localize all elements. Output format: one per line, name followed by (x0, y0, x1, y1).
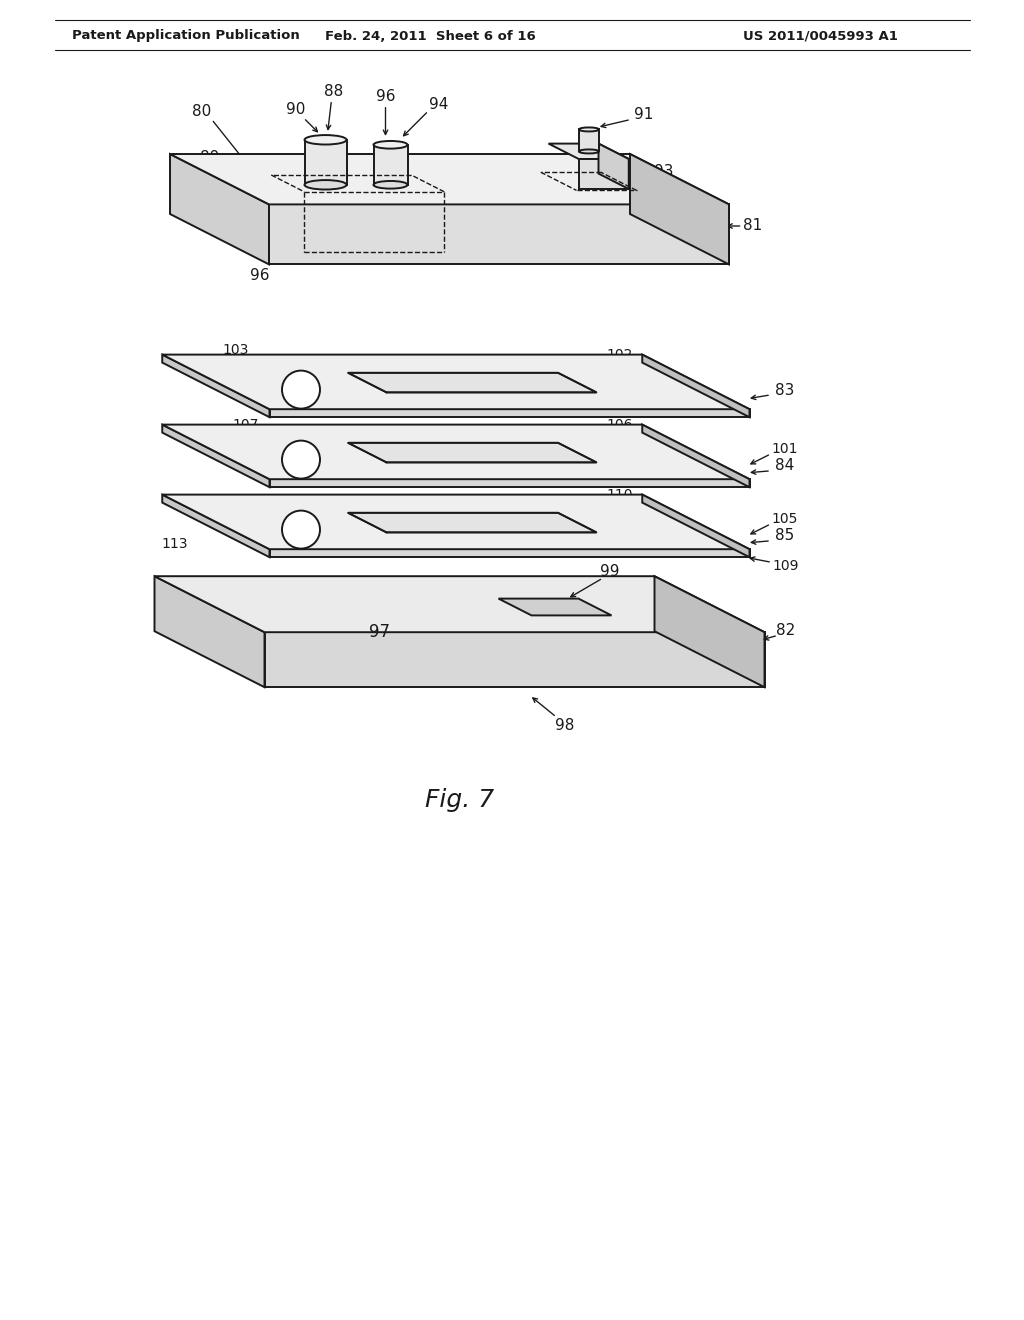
Ellipse shape (304, 180, 346, 190)
Polygon shape (642, 355, 750, 417)
Polygon shape (162, 495, 750, 549)
Polygon shape (269, 479, 750, 487)
Text: 81: 81 (742, 219, 762, 234)
Polygon shape (162, 355, 750, 409)
Text: 113: 113 (162, 537, 188, 552)
Text: 96: 96 (376, 90, 395, 104)
Ellipse shape (374, 181, 408, 189)
Text: 100: 100 (434, 376, 461, 389)
Text: 86: 86 (474, 169, 494, 183)
Polygon shape (155, 577, 765, 632)
Text: 84: 84 (775, 458, 795, 474)
Circle shape (282, 441, 319, 479)
Polygon shape (579, 158, 629, 189)
Text: Patent Application Publication: Patent Application Publication (72, 29, 300, 42)
Text: 92: 92 (539, 211, 558, 226)
Text: 110: 110 (606, 487, 633, 502)
Text: 107: 107 (232, 417, 259, 432)
Text: 103: 103 (223, 343, 249, 356)
Polygon shape (549, 144, 629, 158)
Polygon shape (304, 140, 346, 185)
Text: 97: 97 (369, 623, 390, 640)
Polygon shape (170, 154, 729, 205)
Polygon shape (269, 205, 729, 264)
Polygon shape (348, 442, 597, 462)
Polygon shape (162, 425, 269, 487)
Polygon shape (269, 549, 750, 557)
Text: 101: 101 (772, 442, 799, 455)
Circle shape (282, 511, 319, 549)
Text: 112: 112 (232, 492, 259, 507)
Text: 82: 82 (776, 623, 796, 638)
Polygon shape (374, 145, 408, 185)
Text: US 2011/0045993 A1: US 2011/0045993 A1 (742, 29, 897, 42)
Text: 91: 91 (634, 107, 653, 121)
Polygon shape (162, 355, 269, 417)
Text: 96: 96 (250, 268, 269, 282)
Text: 106: 106 (606, 417, 633, 432)
Text: 94: 94 (429, 98, 449, 112)
Ellipse shape (374, 141, 408, 149)
Text: 105: 105 (772, 512, 798, 525)
Polygon shape (598, 144, 629, 189)
Text: 83: 83 (775, 383, 795, 399)
Text: 89: 89 (201, 149, 220, 165)
Circle shape (282, 371, 319, 409)
Text: Feb. 24, 2011  Sheet 6 of 16: Feb. 24, 2011 Sheet 6 of 16 (325, 29, 536, 42)
Text: Fig. 7: Fig. 7 (425, 788, 495, 812)
Polygon shape (579, 129, 599, 152)
Ellipse shape (304, 135, 346, 144)
Polygon shape (155, 577, 264, 688)
Polygon shape (642, 495, 750, 557)
Text: 104: 104 (434, 446, 461, 459)
Polygon shape (264, 632, 765, 688)
Polygon shape (162, 425, 750, 479)
Text: 98: 98 (555, 718, 574, 733)
Polygon shape (162, 495, 269, 557)
Text: 85: 85 (775, 528, 795, 544)
Polygon shape (269, 409, 750, 417)
Polygon shape (499, 598, 611, 615)
Ellipse shape (579, 128, 599, 132)
Text: 111: 111 (323, 495, 349, 508)
Ellipse shape (579, 149, 599, 153)
Text: 108: 108 (434, 516, 461, 529)
Polygon shape (170, 154, 269, 264)
Text: 90: 90 (286, 103, 305, 117)
Polygon shape (348, 512, 597, 532)
Text: 109: 109 (773, 560, 800, 573)
Text: 93: 93 (654, 164, 674, 180)
Polygon shape (642, 425, 750, 487)
Text: 87: 87 (582, 206, 601, 220)
Text: 88: 88 (324, 84, 343, 99)
Text: 80: 80 (191, 104, 211, 119)
Polygon shape (630, 154, 729, 264)
Polygon shape (348, 372, 597, 392)
Text: 102: 102 (606, 347, 633, 362)
Text: 99: 99 (600, 565, 620, 579)
Polygon shape (654, 577, 765, 688)
